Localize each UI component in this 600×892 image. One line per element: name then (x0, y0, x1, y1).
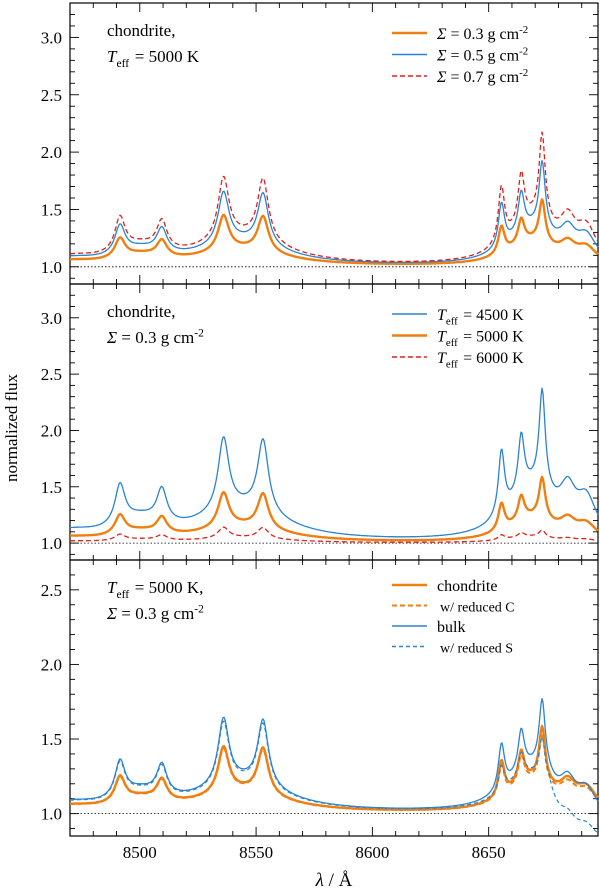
panel-annotation: Teff = 5000 K (107, 47, 200, 70)
panel-annotation: chondrite, (107, 302, 175, 321)
chart-panel-1: 1.0 1.5 2.0 2.5 3.0 chondrite, Teff = 5000 K Σ … (41, 2, 599, 285)
series-line-3 (70, 526, 599, 543)
panel-annotation: Σ = 0.3 g cm-2 (106, 603, 205, 623)
legend-label: Σ = 0.3 g cm-2 (436, 24, 530, 43)
x-axis-label: λ / Å (315, 870, 353, 891)
y-tick-label: 3.0 (41, 28, 62, 47)
panel-annotation: chondrite, (107, 21, 175, 40)
legend-label: bulk (437, 619, 465, 636)
legend-label: Teff = 4500 K (437, 307, 524, 327)
legend: chondrite w/ reduced C bulk w/ reduced S (392, 578, 515, 657)
y-axis-label: normalized flux (2, 373, 21, 482)
chart-panel-3: 1.0 1.5 2.0 2.5 8500 8550 8600 8650 Teff = 5000 … (41, 559, 599, 862)
y-tick-label: 1.0 (41, 805, 62, 824)
plot-frame (69, 559, 599, 837)
y-tick-label: 2.0 (41, 143, 62, 162)
y-tick-label: 1.0 (41, 534, 62, 553)
legend-label: Σ = 0.7 g cm-2 (436, 67, 530, 86)
x-tick-label: 8600 (355, 843, 389, 862)
y-tick-label: 2.5 (41, 581, 62, 600)
y-tick-label: 2.5 (41, 86, 62, 105)
legend-label: Teff = 5000 K (437, 329, 524, 349)
series-line-2 (69, 733, 599, 811)
legend-label: chondrite (437, 578, 497, 595)
plot-frame (69, 283, 599, 561)
y-tick-label: 2.0 (41, 421, 62, 440)
legend-label: Σ = 0.5 g cm-2 (436, 45, 530, 64)
series-line-3 (69, 697, 599, 809)
series-line-3 (69, 131, 599, 263)
panel-annotation: Σ = 0.3 g cm-2 (106, 327, 205, 347)
chart-panel-2: 1.01.52.02.53.0 chondrite,Σ = 0.3 g cm-2 … (41, 283, 599, 561)
y-tick-label: 2.5 (41, 365, 62, 384)
y-tick-label: 1.5 (41, 200, 62, 219)
legend-label: Teff = 6000 K (437, 350, 524, 370)
x-tick-label: 8650 (472, 843, 506, 862)
legend-label: w/ reduced S (440, 642, 513, 657)
x-tick-label: 8550 (239, 843, 273, 862)
y-tick-label: 1.0 (41, 258, 62, 277)
series-line-1 (69, 387, 599, 538)
legend-label: w/ reduced C (440, 601, 515, 616)
legend: Σ = 0.3 g cm-2 Σ = 0.5 g cm-2 Σ = 0.7 g … (392, 24, 530, 86)
panel-annotation: Teff = 5000 K, (107, 578, 203, 601)
series-line-2 (69, 475, 599, 542)
y-tick-label: 2.0 (41, 655, 62, 674)
y-tick-label: 3.0 (41, 309, 62, 328)
series-line-2 (69, 159, 599, 263)
y-tick-label: 1.5 (41, 478, 62, 497)
series-line-1 (69, 198, 599, 265)
x-tick-label: 8500 (123, 843, 157, 862)
y-tick-label: 1.5 (41, 730, 62, 749)
